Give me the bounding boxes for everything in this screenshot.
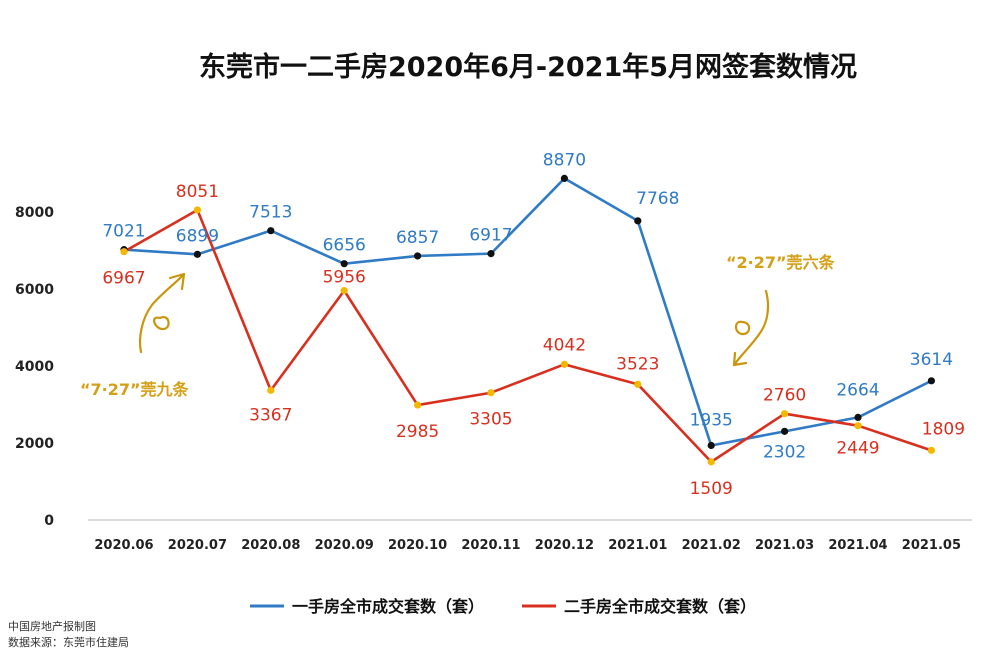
data-point [634,217,642,225]
x-tick-labels: 2020.06 2020.07 2020.08 2020.09 2020.10 2020.… [94,538,961,553]
data-point [707,441,715,450]
series-markers [120,174,936,466]
data-label: 2760 [763,386,806,406]
x-tick-label: 2020.11 [461,538,520,553]
data-point [781,427,789,435]
x-tick-label: 2020.06 [94,538,153,553]
data-point [340,287,348,295]
annotation-arrow-227 [732,289,770,367]
annotation-arrow-727 [138,272,186,354]
data-point [267,227,275,235]
data-labels: 7021 6899 7513 6656 6857 6917 8870 7768 1935 2302… [102,150,965,498]
data-label: 1809 [922,419,965,439]
y-tick-label: 8000 [15,205,54,221]
data-label: 6656 [323,236,366,256]
data-label: 6917 [469,226,512,246]
data-label: 3367 [249,405,292,425]
data-label: 6967 [102,269,145,289]
y-tick-label: 4000 [15,359,54,375]
data-point [414,252,422,260]
data-label: 8870 [543,150,586,170]
data-label: 3305 [469,410,512,430]
data-point [707,458,715,466]
y-tick-labels: 0 2000 4000 6000 8000 [15,205,54,529]
source-data: 数据来源：东莞市住建局 [8,636,129,649]
data-point [854,413,862,422]
data-label: 3523 [616,354,659,374]
data-point [340,260,348,268]
data-point [854,422,862,430]
data-label: 5956 [323,268,366,288]
data-point [927,446,936,454]
x-tick-label: 2021.04 [828,538,887,553]
data-label: 6899 [176,226,219,246]
x-tick-label: 2020.08 [241,538,300,553]
x-tick-label: 2021.05 [902,538,961,553]
data-label: 7021 [102,222,145,242]
series-lines [123,177,932,464]
data-point [120,248,128,256]
legend-label-secondary: 二手房全市成交套数（套） [564,597,756,616]
data-label: 2449 [836,439,879,459]
data-label: 1935 [690,410,733,430]
x-tick-label: 2021.01 [608,538,667,553]
data-label: 4042 [543,335,586,355]
annotation-227: “2·27”莞六条 [726,253,836,272]
x-tick-label: 2021.02 [682,538,741,553]
data-label: 7768 [636,189,679,209]
data-point [927,377,936,385]
data-label: 8051 [176,182,219,202]
data-point [487,389,495,397]
series-line-primary [123,177,932,447]
x-tick-label: 2020.07 [168,538,227,553]
legend: 一手房全市成交套数（套） 二手房全市成交套数（套） [250,597,756,616]
data-label: 7513 [249,203,292,223]
data-label: 2985 [396,422,439,442]
x-tick-label: 2020.12 [535,538,594,553]
data-point [267,386,275,394]
source-credit: 中国房地产报制图 [8,620,96,633]
data-point [193,206,201,214]
y-tick-label: 6000 [15,282,54,298]
x-tick-label: 2020.10 [388,538,447,553]
data-label: 2664 [836,380,879,400]
data-point [193,250,201,258]
data-point [781,410,789,418]
y-tick-label: 0 [44,513,54,529]
data-point [560,174,569,183]
data-label: 6857 [396,228,439,248]
data-label: 2302 [763,442,806,462]
x-tick-label: 2020.09 [315,538,374,553]
data-label: 3614 [910,350,953,370]
data-point [560,360,569,368]
data-point [634,380,642,388]
x-tick-label: 2021.03 [755,538,814,553]
chart-title: 东莞市一二手房2020年6月-2021年5月网签套数情况 [199,51,857,83]
annotation-727: “7·27”莞九条 [80,380,190,399]
legend-label-primary: 一手房全市成交套数（套） [292,597,484,616]
data-point [414,401,422,409]
data-label: 1509 [690,479,733,499]
series-line-secondary [123,208,932,464]
data-point [487,250,495,258]
y-tick-label: 2000 [15,436,54,452]
